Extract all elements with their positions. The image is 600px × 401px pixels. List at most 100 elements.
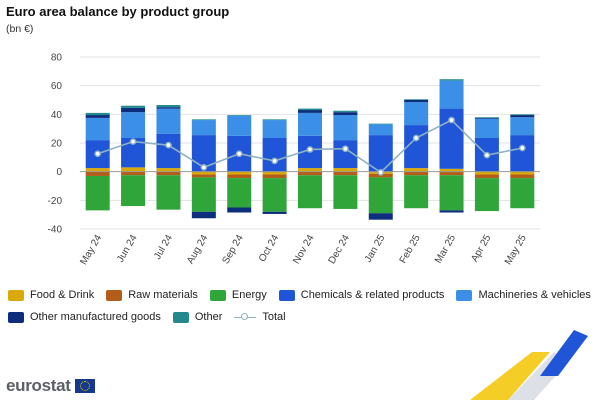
bar-segment	[262, 174, 287, 179]
bar-segment	[227, 207, 252, 213]
bar-segment	[510, 135, 535, 172]
bar-segment	[121, 105, 146, 108]
legend-swatch	[278, 289, 295, 301]
bar-segment	[262, 119, 287, 121]
total-point	[412, 134, 420, 142]
bar-segment	[227, 171, 252, 175]
bar-segment	[333, 115, 358, 141]
x-tick-label: Dec 24	[327, 233, 353, 266]
total-line-icon	[234, 312, 257, 323]
bar-segment	[404, 102, 429, 126]
bar-segment	[474, 117, 499, 118]
bar-segment	[191, 177, 216, 212]
bar-segment	[368, 177, 393, 214]
y-axis-ticks: -40 -20 0 20 40 60 80	[48, 53, 63, 236]
y-tick-label: 80	[51, 53, 63, 64]
bar-segment	[85, 115, 110, 118]
bars	[85, 79, 535, 220]
bar-segment	[298, 110, 322, 113]
legend-item-other[interactable]: Other	[172, 311, 223, 323]
legend-item-chemicals[interactable]: Chemicals & related products	[278, 289, 445, 301]
bar-segment	[156, 168, 181, 172]
x-tick-label: Mar 25	[433, 233, 458, 266]
bar-segment	[510, 178, 535, 209]
legend-row-1: Food & Drink Raw materials Energy Chemic…	[8, 284, 598, 306]
bar-segment	[227, 115, 252, 116]
bar-segment	[227, 115, 252, 136]
x-tick-label: Feb 25	[398, 233, 423, 266]
bar-segment	[439, 79, 464, 81]
y-tick-label: -20	[48, 196, 63, 207]
bar-segment	[404, 171, 429, 176]
bar-segment	[85, 112, 110, 116]
legend-swatch	[106, 289, 123, 301]
bar-segment	[191, 119, 216, 121]
bar-segment	[262, 171, 287, 175]
legend-item-energy[interactable]: Energy	[209, 289, 267, 301]
bar-segment	[156, 171, 181, 176]
x-tick-label: May 25	[503, 233, 529, 267]
bar-segment	[191, 120, 216, 136]
x-tick-label: Sep 24	[220, 233, 246, 266]
bar-segment	[298, 108, 322, 111]
bar-segment	[474, 171, 499, 175]
total-point	[200, 164, 208, 171]
total-line	[94, 116, 526, 176]
legend-item-other-manufactured[interactable]: Other manufactured goods	[8, 311, 161, 323]
total-point	[342, 145, 349, 153]
bar-segment	[298, 168, 322, 172]
bar-segment	[191, 211, 216, 219]
bar-segment	[439, 168, 464, 172]
legend-item-total[interactable]: Total	[234, 311, 286, 323]
total-point	[271, 157, 278, 165]
bar-segment	[404, 175, 429, 209]
brand-name: eurostat	[6, 376, 71, 395]
bar-segment	[121, 107, 146, 113]
total-point	[235, 150, 243, 158]
legend-label: Other	[194, 311, 223, 323]
bar-segment	[510, 115, 535, 118]
bar-segment	[262, 178, 287, 212]
eu-flag-icon	[74, 379, 95, 393]
total-point	[377, 169, 385, 176]
bar-segment	[85, 168, 110, 172]
bar-segment	[156, 108, 181, 134]
legend-label: Raw materials	[128, 289, 198, 301]
x-tick-label: Apr 25	[469, 233, 493, 264]
legend-label: Machineries & vehicles	[478, 289, 591, 301]
bar-segment	[368, 124, 393, 136]
total-point	[306, 146, 314, 153]
y-tick-label: 20	[51, 139, 63, 150]
bar-segment	[85, 117, 110, 141]
legend-label: Energy	[231, 289, 267, 301]
legend-item-food-drink[interactable]: Food & Drink	[8, 289, 94, 301]
legend-item-raw-materials[interactable]: Raw materials	[106, 289, 198, 301]
bar-segment	[298, 175, 322, 209]
bar-segment	[510, 114, 535, 116]
bar-segment	[404, 99, 429, 100]
bar-segment	[439, 175, 464, 211]
x-tick-label: Jul 24	[152, 233, 175, 262]
eurostat-logo: eurostat	[6, 376, 95, 396]
bar-segment	[121, 171, 146, 176]
y-tick-label: 60	[51, 81, 63, 92]
legend-swatch	[209, 289, 226, 301]
bar-segment	[333, 110, 358, 113]
bar-segment	[191, 174, 216, 178]
legend-swatch	[8, 289, 24, 301]
legend-label: Chemicals & related products	[300, 289, 445, 301]
legend-label: Food & Drink	[30, 289, 95, 301]
bar-segment	[121, 167, 146, 172]
bar-segment	[368, 123, 393, 125]
bar-segment	[510, 171, 535, 175]
legend-swatch	[172, 311, 189, 323]
decorative-arrow-graphic	[470, 330, 588, 400]
bar-segment	[333, 168, 358, 172]
legend-label: Total	[262, 311, 286, 323]
total-point	[448, 116, 455, 124]
bar-segment	[333, 112, 358, 116]
legend-item-machineries[interactable]: Machineries & vehicles	[456, 289, 591, 301]
bar-segment	[510, 174, 535, 179]
bar-segment	[121, 175, 146, 207]
bar-segment	[439, 80, 464, 109]
